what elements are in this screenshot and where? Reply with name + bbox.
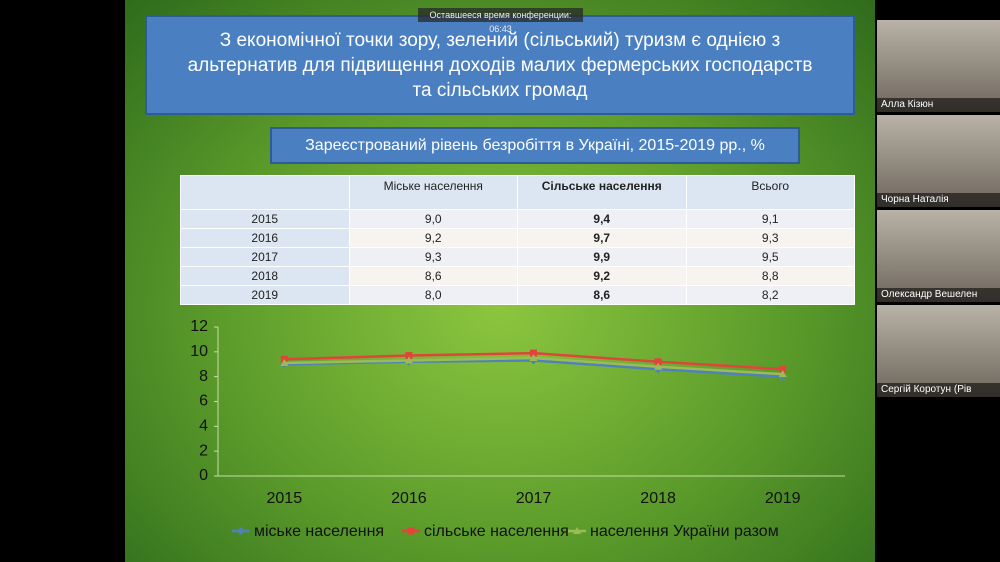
point [779,365,787,373]
column-header: Міське населення [348,175,518,210]
table-cell: 8,0 [348,285,518,305]
point [654,362,663,370]
y-tick-label: 4 [199,418,208,435]
y-tick-label: 12 [190,318,208,335]
table-cell: 2019 [180,285,350,305]
slide-title: З економічної точки зору, зелений (сільс… [145,15,855,115]
column-header: Сільське населення [517,175,687,210]
table-cell: 9,2 [348,228,518,248]
table-cell: 2016 [180,228,350,248]
table-cell: 9,1 [685,209,855,229]
conference-timer: Оставшееся время конференции: 06:43 [418,8,583,34]
point [280,359,289,367]
table-cell: 9,0 [348,209,518,229]
point [530,349,537,357]
y-tick-label: 8 [199,368,208,385]
table-cell: 2015 [180,209,350,229]
video-tile [877,20,1000,112]
video-tile [877,115,1000,207]
table-cell: 9,5 [685,247,855,267]
column-header: Всього [685,175,855,210]
point [237,527,245,535]
table-cell: 9,7 [517,228,687,248]
point [405,352,413,360]
table-cell: 8,2 [685,285,855,305]
table-cell: 8,8 [685,266,855,286]
participant-name: Алла Кізюн [877,98,1000,112]
y-tick-label: 6 [199,393,208,410]
slide-subtitle: Зареєстрований рівень безробіття в Украї… [270,127,800,164]
y-tick-label: 10 [190,343,208,360]
legend-label: сільське населення [424,523,569,540]
point [778,370,787,378]
legend-label: міське населення [254,523,384,540]
y-tick-label: 2 [199,442,208,459]
participant-name: Сергій Коротун (Рів [877,383,1000,397]
video-tile [877,210,1000,302]
data-table: Міське населення Сільське населення Всього… [180,175,855,305]
table-row: 2019 8,0 8,6 8,2 [180,285,855,305]
table-cell: 9,3 [685,228,855,248]
x-tick-label: 2015 [267,490,303,507]
table-corner [180,175,350,210]
table-cell: 9,4 [517,209,687,229]
point [404,356,413,364]
table-cell: 2017 [180,247,350,267]
y-tick-label: 0 [199,467,208,484]
table-row: 2017 9,3 9,9 9,5 [180,247,855,267]
x-tick-label: 2017 [516,490,552,507]
participant-name: Олександр Вешелен [877,288,1000,302]
x-tick-label: 2019 [765,490,801,507]
x-tick-label: 2016 [391,490,427,507]
table-row: 2016 9,2 9,7 9,3 [180,228,855,248]
table-cell: 8,6 [517,285,687,305]
point [407,527,415,535]
legend-label: населення України разом [590,523,779,540]
point [529,354,538,362]
participant-name: Чорна Наталія [877,193,1000,207]
table-cell: 2018 [180,266,350,286]
table-row: 2018 8,6 9,2 8,8 [180,266,855,286]
point [654,358,662,366]
video-tile [877,305,1000,397]
table-row: 2015 9,0 9,4 9,1 [180,209,855,229]
x-tick-label: 2018 [640,490,676,507]
point [573,527,581,534]
